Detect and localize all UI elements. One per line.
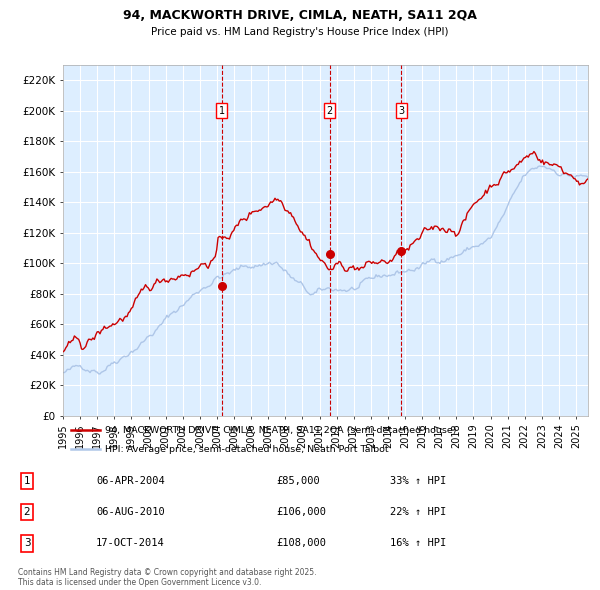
- Text: 1: 1: [23, 476, 31, 486]
- Text: 33% ↑ HPI: 33% ↑ HPI: [390, 476, 446, 486]
- Text: 16% ↑ HPI: 16% ↑ HPI: [390, 539, 446, 548]
- Text: 06-AUG-2010: 06-AUG-2010: [96, 507, 165, 517]
- Text: 22% ↑ HPI: 22% ↑ HPI: [390, 507, 446, 517]
- Text: 2: 2: [326, 106, 333, 116]
- Text: 06-APR-2004: 06-APR-2004: [96, 476, 165, 486]
- Text: Contains HM Land Registry data © Crown copyright and database right 2025.
This d: Contains HM Land Registry data © Crown c…: [18, 568, 317, 587]
- Text: £106,000: £106,000: [276, 507, 326, 517]
- Text: £108,000: £108,000: [276, 539, 326, 548]
- Text: HPI: Average price, semi-detached house, Neath Port Talbot: HPI: Average price, semi-detached house,…: [105, 445, 389, 454]
- Text: 17-OCT-2014: 17-OCT-2014: [96, 539, 165, 548]
- Text: 1: 1: [218, 106, 224, 116]
- Text: 94, MACKWORTH DRIVE, CIMLA, NEATH, SA11 2QA: 94, MACKWORTH DRIVE, CIMLA, NEATH, SA11 …: [123, 9, 477, 22]
- Text: 3: 3: [23, 539, 31, 548]
- Text: 3: 3: [398, 106, 404, 116]
- Text: 2: 2: [23, 507, 31, 517]
- Text: Price paid vs. HM Land Registry's House Price Index (HPI): Price paid vs. HM Land Registry's House …: [151, 27, 449, 37]
- Text: 94, MACKWORTH DRIVE, CIMLA, NEATH, SA11 2QA (semi-detached house): 94, MACKWORTH DRIVE, CIMLA, NEATH, SA11 …: [105, 425, 457, 435]
- Text: £85,000: £85,000: [276, 476, 320, 486]
